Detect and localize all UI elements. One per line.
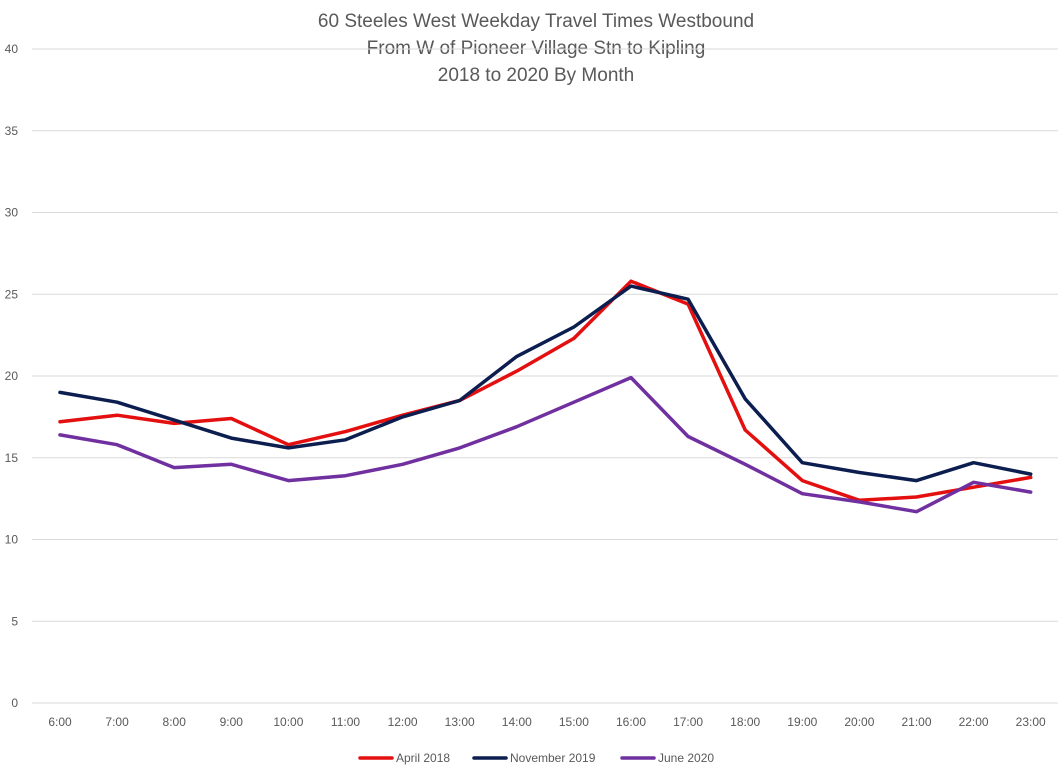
x-tick-label: 12:00 xyxy=(388,715,418,729)
x-tick-label: 23:00 xyxy=(1016,715,1046,729)
y-tick-label: 15 xyxy=(5,451,19,465)
series-line-june-2020 xyxy=(58,375,1033,514)
legend: April 2018 November 2019 June 2020 xyxy=(358,751,714,765)
y-tick-label: 30 xyxy=(5,206,19,220)
series-lines xyxy=(58,279,1033,514)
chart-title-line-3: 2018 to 2020 By Month xyxy=(438,65,634,86)
x-tick-label: 6:00 xyxy=(48,715,72,729)
x-tick-label: 15:00 xyxy=(559,715,589,729)
x-tick-label: 22:00 xyxy=(959,715,989,729)
series-line-april-2018 xyxy=(58,279,1033,503)
y-tick-label: 20 xyxy=(5,369,19,383)
legend-label: June 2020 xyxy=(658,751,714,765)
y-gridlines xyxy=(32,48,1058,704)
x-tick-label: 14:00 xyxy=(502,715,532,729)
y-tick-label: 40 xyxy=(5,42,19,56)
x-tick-label: 10:00 xyxy=(273,715,303,729)
x-tick-label: 17:00 xyxy=(673,715,703,729)
y-axis-tick-labels: 0 5 10 15 20 25 30 35 40 xyxy=(5,42,19,710)
y-tick-label: 10 xyxy=(5,533,19,547)
x-tick-label: 19:00 xyxy=(787,715,817,729)
x-tick-label: 21:00 xyxy=(901,715,931,729)
x-tick-label: 20:00 xyxy=(844,715,874,729)
chart-title-line-1: 60 Steeles West Weekday Travel Times Wes… xyxy=(318,11,754,32)
y-tick-label: 35 xyxy=(5,124,19,138)
x-tick-label: 8:00 xyxy=(163,715,187,729)
y-tick-label: 5 xyxy=(11,614,18,628)
x-tick-label: 7:00 xyxy=(105,715,129,729)
x-axis-tick-labels: 6:00 7:00 8:00 9:00 10:00 11:00 12:00 13:00 14:0… xyxy=(48,715,1046,729)
series-line-november-2019 xyxy=(58,284,1033,483)
x-tick-label: 16:00 xyxy=(616,715,646,729)
x-tick-label: 11:00 xyxy=(331,715,360,729)
y-tick-label: 25 xyxy=(5,287,19,301)
x-tick-label: 13:00 xyxy=(445,715,475,729)
y-tick-label: 0 xyxy=(11,696,18,710)
legend-label: November 2019 xyxy=(510,751,596,765)
legend-label: April 2018 xyxy=(396,751,450,765)
x-tick-label: 9:00 xyxy=(220,715,244,729)
x-tick-label: 18:00 xyxy=(730,715,760,729)
